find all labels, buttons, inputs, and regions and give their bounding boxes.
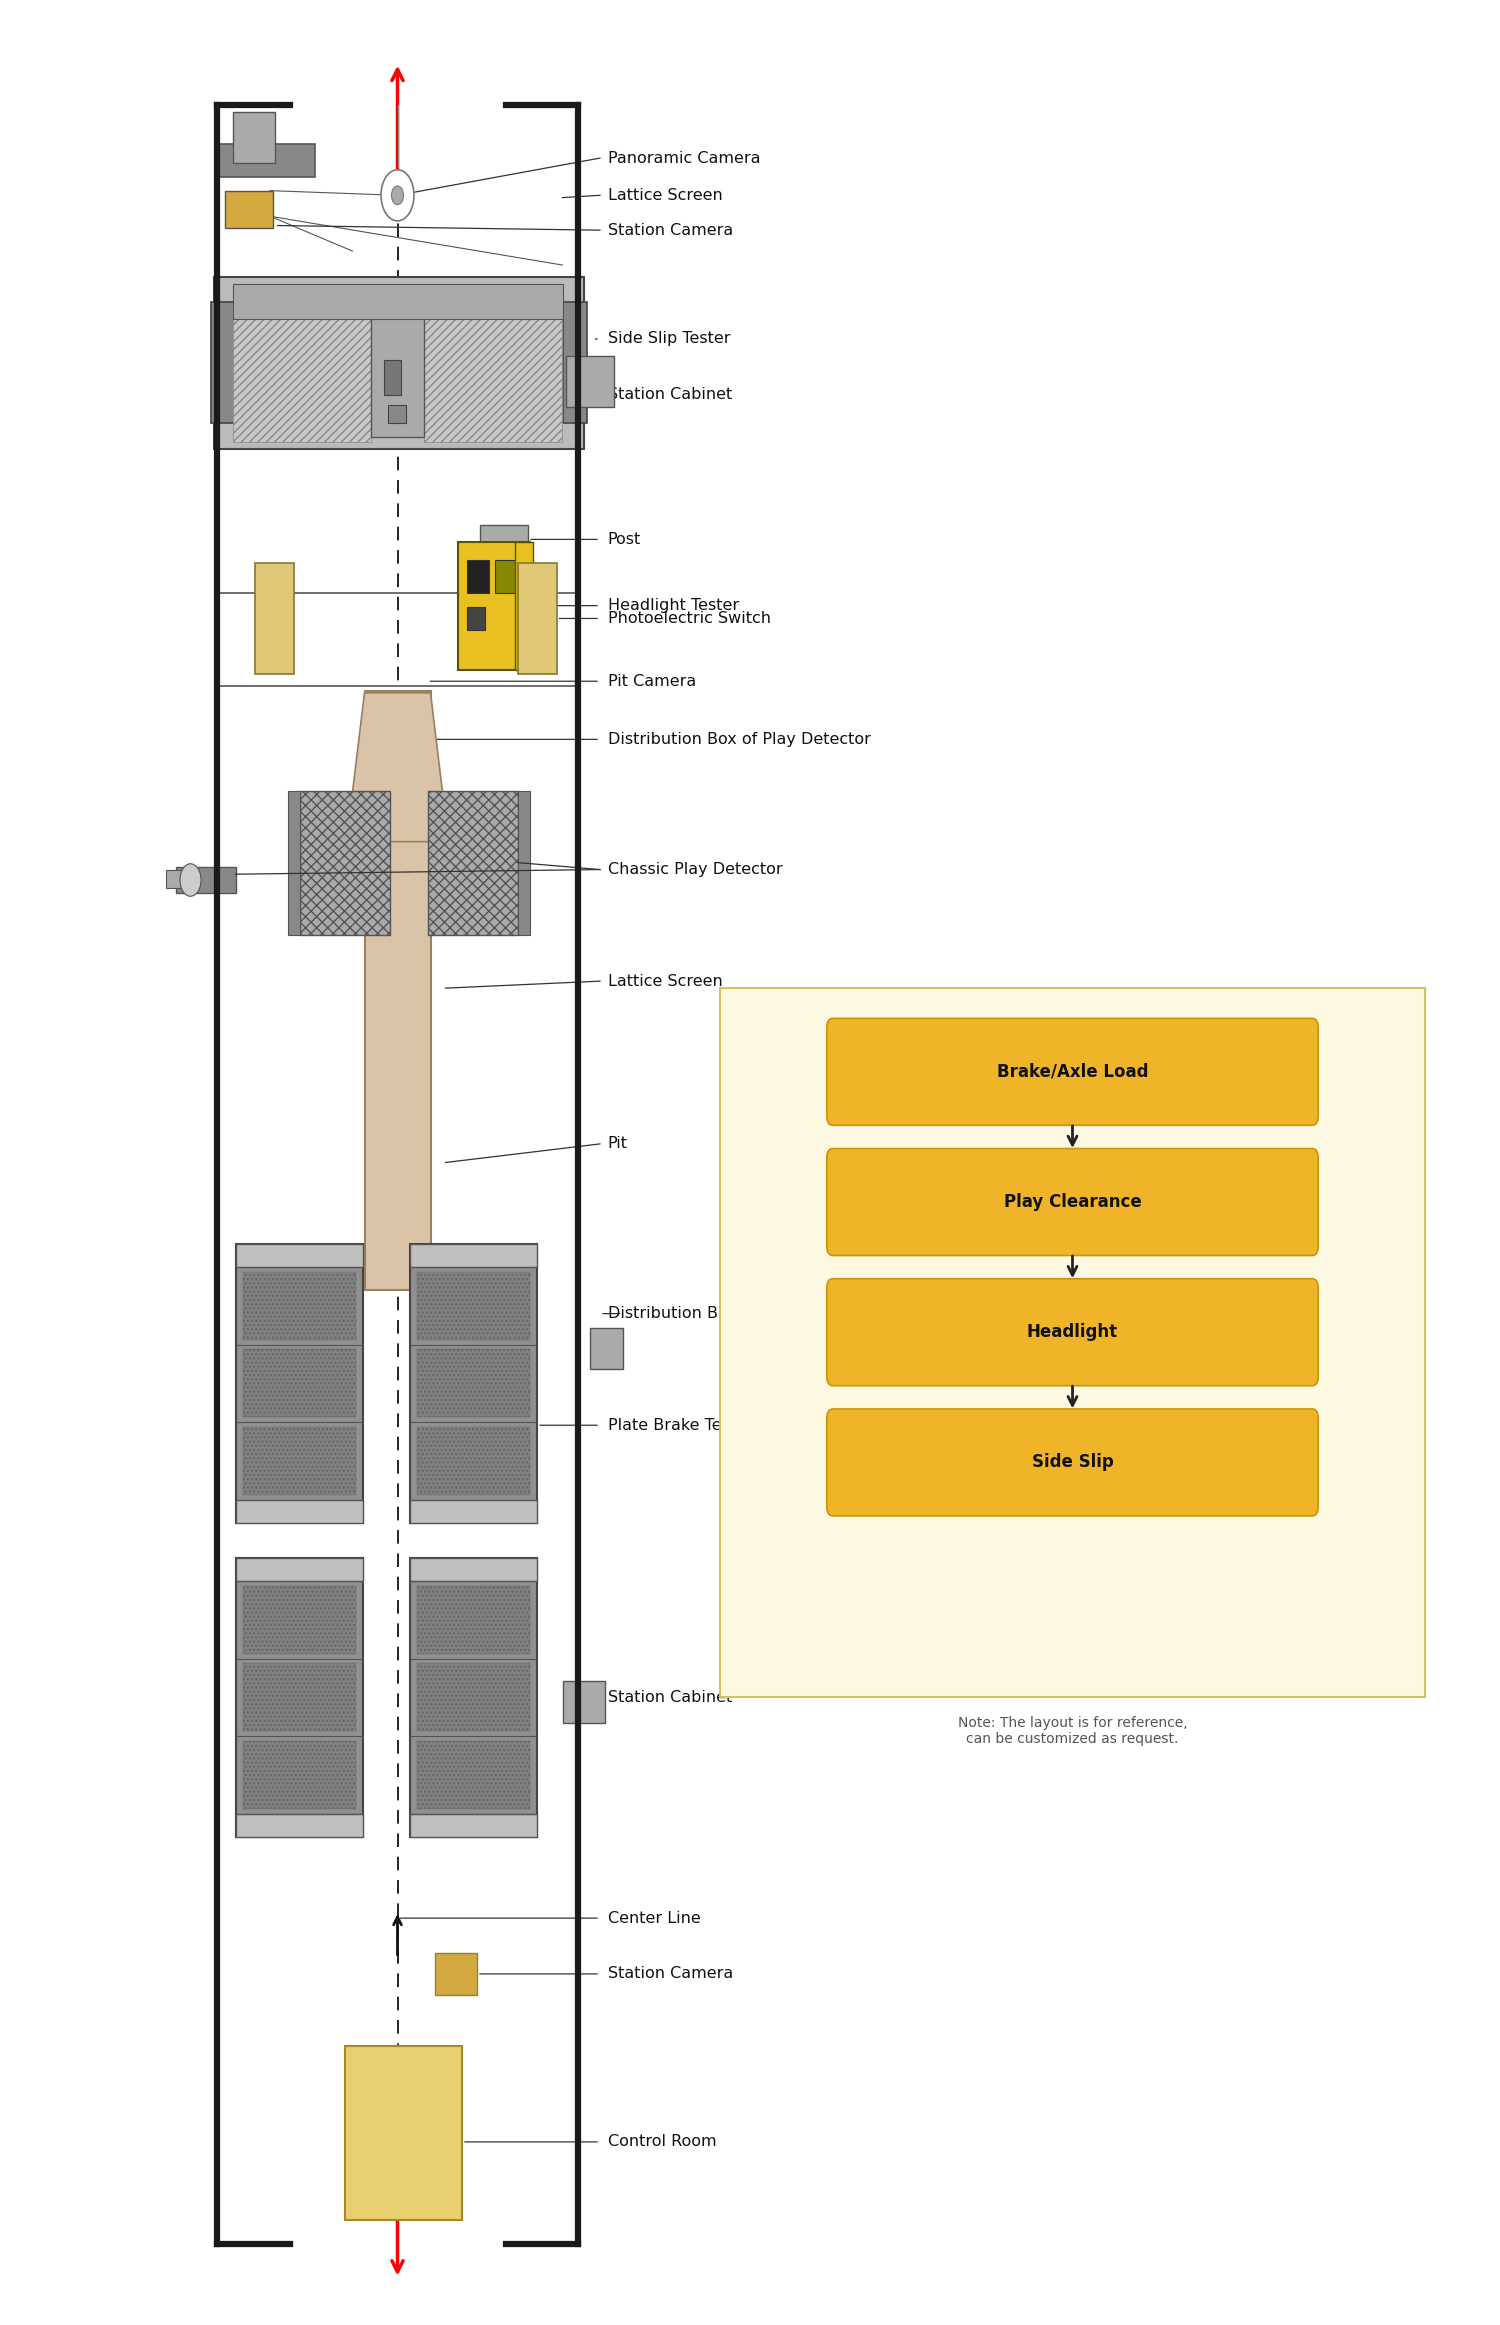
Text: Station Camera: Station Camera (608, 1967, 732, 1981)
Bar (243, 1586, 356, 1653)
Text: Panoramic Camera: Panoramic Camera (608, 151, 760, 165)
Bar (166, 870, 182, 888)
Bar (243, 1428, 356, 1495)
Text: Chassic Play Detector: Chassic Play Detector (608, 863, 782, 877)
Bar (466, 607, 484, 630)
Bar (435, 1953, 477, 1995)
Bar (232, 284, 562, 319)
Bar (370, 693, 427, 744)
Bar (495, 560, 516, 593)
Bar (410, 1558, 537, 1837)
Text: Photoelectric Switch: Photoelectric Switch (608, 611, 771, 625)
Bar (384, 360, 400, 395)
Circle shape (180, 863, 201, 897)
Text: Post: Post (608, 532, 640, 546)
Text: Note: The layout is for reference,
can be customized as request.: Note: The layout is for reference, can b… (957, 1716, 1188, 1746)
Bar (300, 790, 390, 935)
Bar (417, 1741, 530, 1809)
Bar (417, 1662, 530, 1732)
Text: Station Cabinet: Station Cabinet (608, 386, 732, 402)
FancyBboxPatch shape (827, 1409, 1318, 1516)
Bar (345, 2046, 462, 2220)
Bar (562, 302, 586, 423)
Bar (211, 302, 236, 423)
Text: Headlight Tester: Headlight Tester (608, 598, 738, 614)
Bar (243, 1272, 356, 1339)
Text: Brake/Axle Load: Brake/Axle Load (996, 1063, 1148, 1081)
Bar (236, 1244, 363, 1267)
Text: Lattice Screen: Lattice Screen (608, 188, 723, 202)
Bar (410, 1244, 537, 1523)
Bar (217, 144, 315, 177)
Text: Inspection Process: Inspection Process (962, 1030, 1184, 1049)
Bar (398, 707, 412, 730)
Bar (466, 560, 489, 593)
Bar (243, 1741, 356, 1809)
Text: Pit: Pit (608, 1137, 627, 1151)
Bar (410, 1500, 537, 1523)
Text: Center Line: Center Line (608, 1911, 700, 1925)
Bar (417, 1272, 530, 1339)
Bar (424, 284, 562, 442)
Text: Headlight: Headlight (1028, 1323, 1118, 1342)
Bar (458, 542, 530, 670)
Text: Side Slip: Side Slip (1032, 1453, 1113, 1472)
Text: Station Cabinet: Station Cabinet (608, 1690, 732, 1704)
FancyBboxPatch shape (720, 988, 1425, 1697)
Bar (236, 1558, 363, 1837)
Bar (364, 691, 430, 1290)
Bar (288, 790, 300, 935)
Polygon shape (346, 693, 448, 842)
Bar (518, 790, 530, 935)
Bar (232, 112, 274, 163)
Bar (410, 1244, 537, 1267)
Bar (236, 1814, 363, 1837)
Bar (232, 284, 370, 442)
Text: Side Slip Tester: Side Slip Tester (608, 332, 730, 346)
Bar (417, 1348, 530, 1418)
Bar (243, 1348, 356, 1418)
FancyBboxPatch shape (827, 1018, 1318, 1125)
Bar (236, 1558, 363, 1581)
Bar (255, 563, 294, 674)
Bar (376, 707, 392, 735)
Circle shape (392, 186, 404, 205)
Text: Control Room: Control Room (608, 2134, 715, 2148)
Text: Pit Camera: Pit Camera (608, 674, 696, 688)
Bar (243, 1662, 356, 1732)
Text: Station Camera: Station Camera (608, 223, 732, 237)
Bar (590, 1328, 622, 1369)
Bar (562, 1681, 604, 1723)
Bar (176, 867, 236, 893)
FancyBboxPatch shape (827, 1149, 1318, 1256)
Bar (514, 542, 532, 670)
Bar (225, 191, 273, 228)
Bar (214, 277, 584, 449)
FancyBboxPatch shape (827, 1279, 1318, 1386)
Circle shape (381, 170, 414, 221)
Text: Distribution Box: Distribution Box (608, 1307, 736, 1321)
Bar (427, 790, 518, 935)
Bar (410, 1558, 537, 1581)
Bar (387, 405, 405, 423)
Bar (417, 1586, 530, 1653)
Bar (236, 1500, 363, 1523)
Bar (410, 1814, 537, 1837)
Bar (417, 1428, 530, 1495)
Text: Lattice Screen: Lattice Screen (608, 974, 723, 988)
Bar (370, 288, 424, 437)
Bar (518, 563, 556, 674)
Text: Play Clearance: Play Clearance (1004, 1193, 1142, 1211)
Bar (236, 1244, 363, 1523)
Text: Distribution Box of Play Detector: Distribution Box of Play Detector (608, 732, 870, 746)
Bar (566, 356, 614, 407)
Bar (480, 525, 528, 553)
Text: Plate Brake Tester: Plate Brake Tester (608, 1418, 752, 1432)
